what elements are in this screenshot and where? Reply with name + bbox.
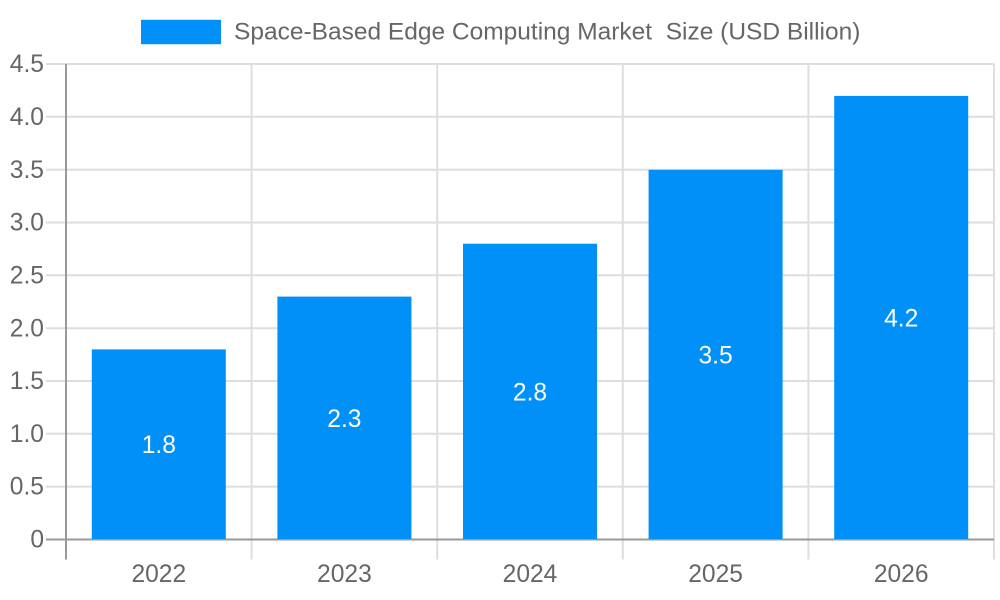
svg-text:0: 0 [30,527,44,554]
svg-text:2.5: 2.5 [10,262,44,289]
svg-text:4.0: 4.0 [10,104,44,131]
svg-text:4.5: 4.5 [10,51,44,78]
svg-text:2025: 2025 [688,561,743,588]
svg-text:1.5: 1.5 [10,368,44,395]
svg-text:1.8: 1.8 [142,432,176,459]
svg-text:2.3: 2.3 [327,406,361,433]
svg-text:2.8: 2.8 [513,379,547,406]
svg-text:0.5: 0.5 [10,474,44,501]
svg-text:Space-Based Edge Computing Mar: Space-Based Edge Computing Market Size (… [234,19,860,46]
svg-text:2022: 2022 [131,561,186,588]
svg-text:3.5: 3.5 [698,342,732,369]
svg-text:2024: 2024 [503,561,558,588]
svg-text:1.0: 1.0 [10,421,44,448]
svg-text:2.0: 2.0 [10,315,44,342]
svg-text:3.5: 3.5 [10,157,44,184]
svg-text:2026: 2026 [874,561,929,588]
svg-text:3.0: 3.0 [10,210,44,237]
svg-text:4.2: 4.2 [884,305,918,332]
svg-text:2023: 2023 [317,561,372,588]
